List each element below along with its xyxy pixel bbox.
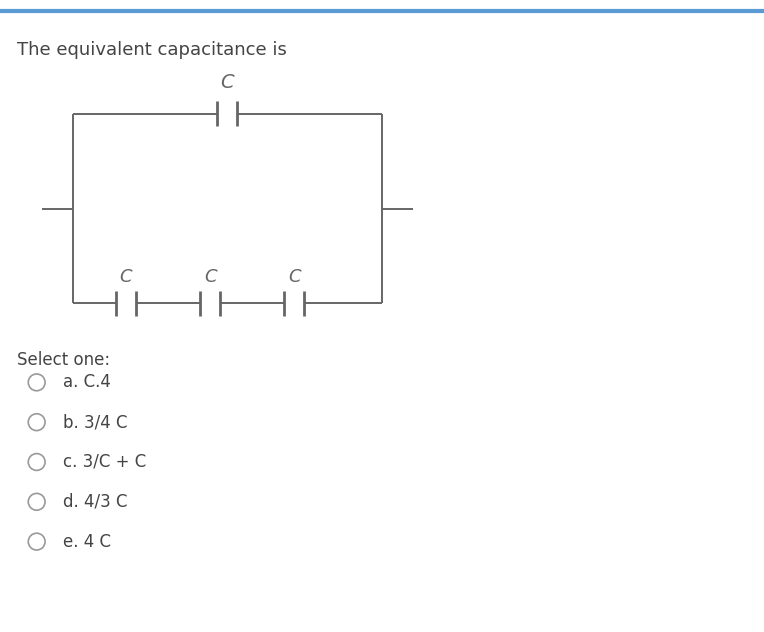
Text: b. 3/4 C: b. 3/4 C — [63, 413, 128, 431]
Text: Select one:: Select one: — [17, 351, 110, 368]
Text: C: C — [204, 268, 216, 286]
Text: C: C — [288, 268, 300, 286]
Text: d. 4/3 C: d. 4/3 C — [63, 493, 128, 511]
Text: e. 4 C: e. 4 C — [63, 533, 112, 550]
Text: The equivalent capacitance is: The equivalent capacitance is — [17, 41, 286, 59]
Text: C: C — [220, 73, 234, 92]
Text: c. 3/C + C: c. 3/C + C — [63, 453, 147, 471]
Text: C: C — [120, 268, 132, 286]
Text: a. C.4: a. C.4 — [63, 374, 112, 391]
